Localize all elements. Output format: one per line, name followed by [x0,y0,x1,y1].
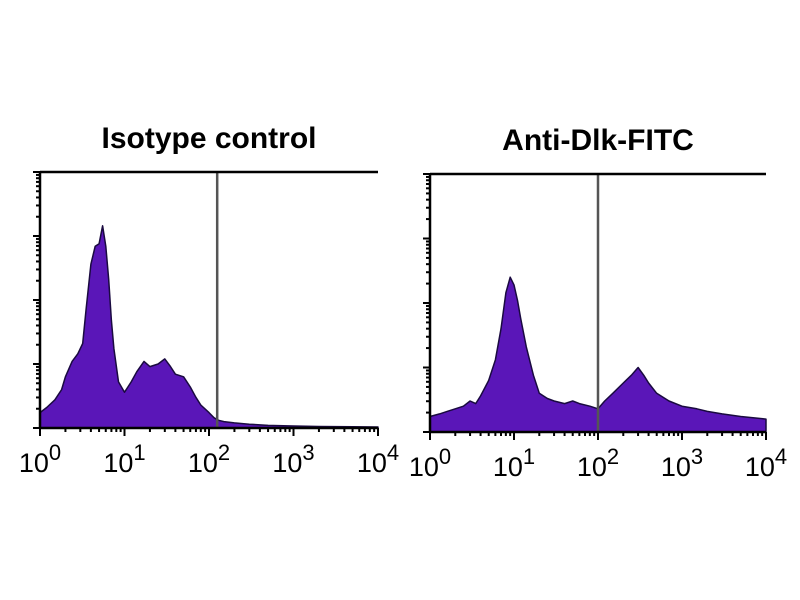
y-axis-ticks [33,171,40,429]
x-tick-label: 104 [745,444,787,482]
x-tick-label: 100 [19,440,61,478]
x-tick-label: 103 [661,444,703,482]
x-tick-label: 103 [272,440,314,478]
x-tick-label: 102 [188,440,230,478]
x-tick-label: 101 [103,440,145,478]
x-tick-label-exponent: 3 [302,440,314,465]
x-tick-label-base: 10 [409,452,439,482]
x-tick-label: 100 [409,444,451,482]
x-axis-ticks [39,428,379,436]
x-tick-label-exponent: 1 [133,440,145,465]
x-tick-label-exponent: 2 [607,444,619,469]
histogram-area [39,225,379,429]
chart-title: Anti-Dlk-FITC [502,124,694,157]
x-tick-label-base: 10 [577,452,607,482]
histogram-area [429,276,767,433]
x-tick-label-base: 10 [661,452,691,482]
x-axis-ticks [429,432,767,440]
chart-title: Isotype control [101,122,316,155]
x-tick-label-exponent: 0 [49,440,61,465]
x-tick-label: 104 [357,440,399,478]
x-tick-label-exponent: 4 [775,444,787,469]
x-tick-label-exponent: 2 [218,440,230,465]
x-tick-label-base: 10 [272,448,302,478]
x-tick-label: 102 [577,444,619,482]
x-tick-label-base: 10 [357,448,387,478]
x-tick-label-exponent: 0 [439,444,451,469]
x-tick-label-base: 10 [19,448,49,478]
y-axis-ticks [423,173,430,433]
x-tick-label-base: 10 [745,452,775,482]
x-tick-label-base: 10 [188,448,218,478]
x-tick-label: 101 [493,444,535,482]
x-tick-label-exponent: 3 [691,444,703,469]
x-tick-label-base: 10 [493,452,523,482]
x-tick-label-exponent: 1 [523,444,535,469]
x-tick-label-base: 10 [103,448,133,478]
x-tick-label-exponent: 4 [387,440,399,465]
